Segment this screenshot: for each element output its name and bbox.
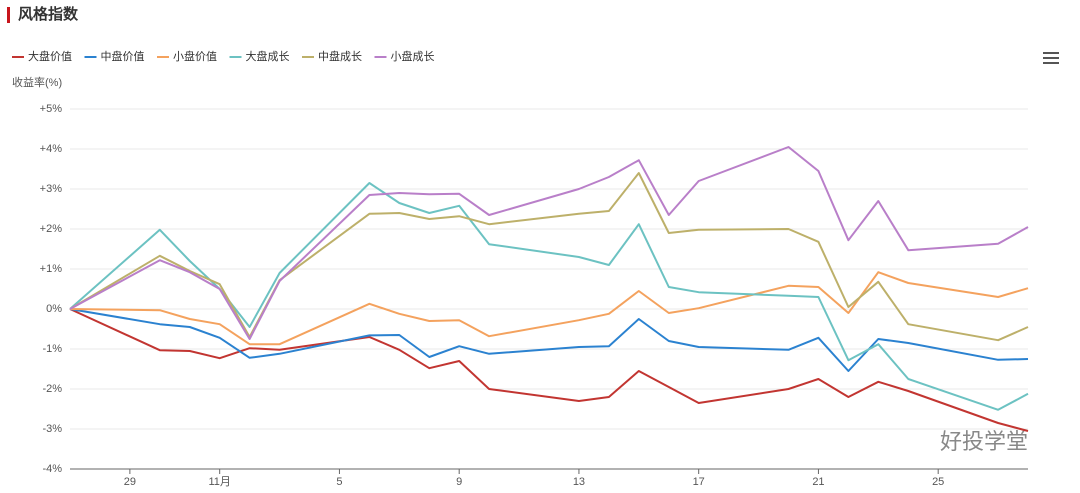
x-tick-label: 13: [573, 476, 585, 488]
y-axis-label: 收益率(%): [12, 75, 62, 89]
x-tick-label: 9: [456, 476, 462, 488]
title-marker: [7, 7, 10, 23]
legend-label: 小盘价值: [173, 49, 217, 63]
x-tick-label: 5: [336, 476, 342, 488]
x-tick-label: 21: [812, 476, 824, 488]
y-tick-label: -3%: [42, 423, 62, 435]
y-tick-label: +5%: [40, 103, 63, 115]
y-tick-label: +4%: [40, 143, 63, 155]
legend-item[interactable]: 小盘成长: [374, 49, 435, 63]
series-line: [69, 172, 1029, 342]
x-tick-label: 17: [693, 476, 705, 488]
y-tick-label: -2%: [42, 383, 62, 395]
series-line: [69, 146, 1029, 340]
legend-label: 大盘价值: [28, 49, 72, 63]
series-line: [69, 182, 1029, 411]
chart-title: 风格指数: [18, 5, 79, 23]
legend-label: 小盘成长: [391, 49, 435, 63]
y-tick-label: +2%: [40, 223, 63, 235]
y-tick-label: +3%: [40, 183, 63, 195]
x-tick-label: 25: [932, 476, 944, 488]
legend-item[interactable]: 小盘价值: [157, 49, 217, 63]
watermark: 好投学堂: [940, 429, 1028, 454]
legend-label: 中盘价值: [101, 49, 145, 63]
y-tick-label: 0%: [46, 303, 62, 315]
legend-item[interactable]: 大盘价值: [12, 49, 72, 63]
legend-item[interactable]: 大盘成长: [229, 49, 290, 63]
x-tick-label: 11月: [208, 476, 230, 488]
y-tick-label: +1%: [40, 263, 63, 275]
series-line: [69, 308, 1029, 432]
x-tick-label: 29: [124, 476, 136, 488]
legend-item[interactable]: 中盘价值: [84, 49, 145, 63]
y-tick-label: -1%: [42, 343, 62, 355]
series-line: [69, 308, 1029, 372]
menu-icon[interactable]: [1043, 52, 1059, 64]
legend-item[interactable]: 中盘成长: [302, 49, 362, 63]
legend-label: 大盘成长: [246, 49, 290, 63]
legend-label: 中盘成长: [318, 49, 362, 63]
y-tick-label: -4%: [42, 463, 62, 475]
